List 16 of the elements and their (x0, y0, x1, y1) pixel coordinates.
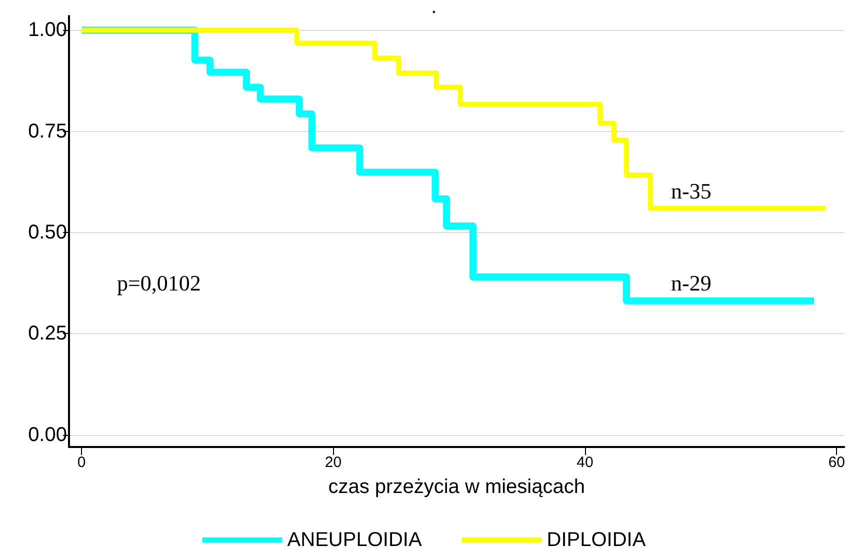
y-tick-label: 0.00 (28, 424, 67, 446)
y-tick-label: 1.00 (28, 19, 67, 42)
annotation: n-35 (671, 178, 712, 204)
annotation: n-29 (671, 270, 712, 296)
x-tick-label: 20 (324, 454, 342, 471)
y-tick-label: 0.25 (28, 322, 67, 345)
x-tick-label: 0 (77, 454, 86, 471)
chart-title: . (432, 0, 436, 16)
legend-label: DIPLOIDIA (546, 529, 646, 551)
y-tick-label: 0.50 (28, 222, 67, 244)
x-axis-title: czas przeżycia w miesiącach (328, 476, 585, 498)
y-tick-label: 0.75 (28, 120, 67, 142)
legend-label: ANEUPLOIDIA (287, 529, 422, 551)
x-tick-label: 60 (828, 454, 845, 471)
annotation: p=0,0102 (117, 270, 201, 296)
x-tick-label: 40 (576, 454, 594, 471)
